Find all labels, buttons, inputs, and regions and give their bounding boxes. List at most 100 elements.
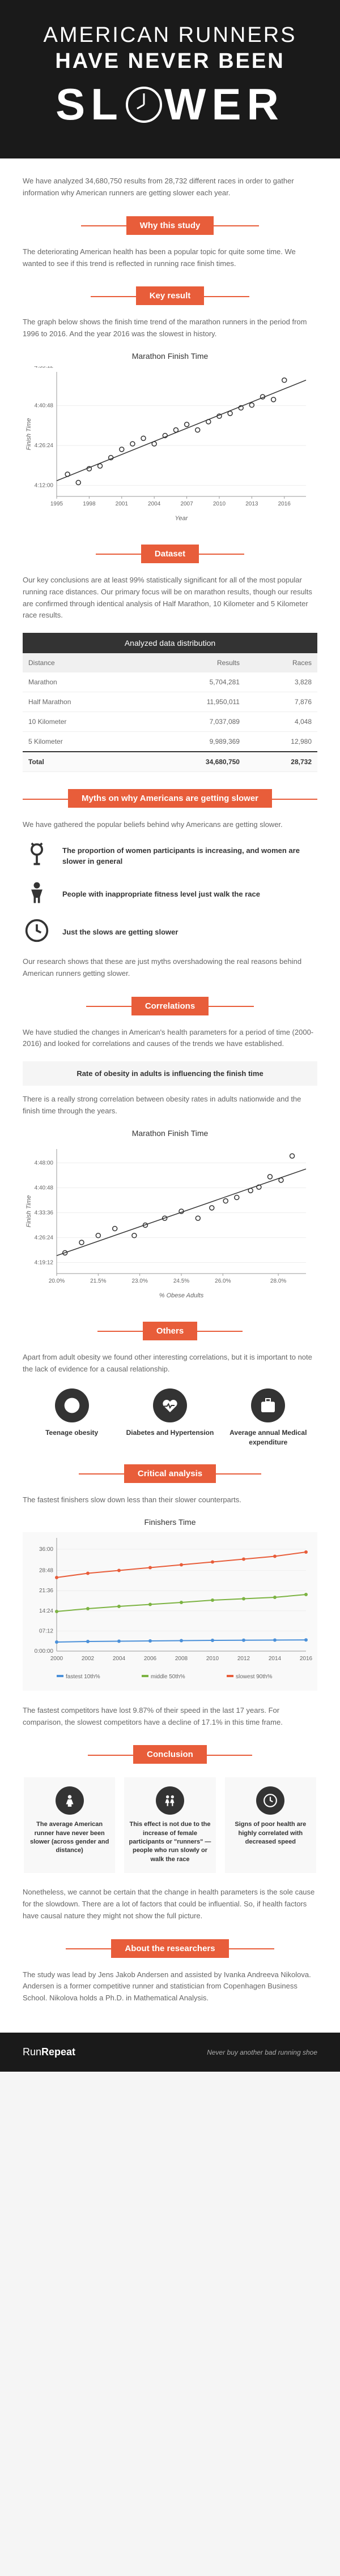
chart-finishers: Finishers Time 0:00:0007:1214:2421:3628:… — [23, 1518, 317, 1694]
chart1-svg: 4:12:004:26:244:40:484:55:12199519982001… — [23, 366, 317, 525]
table-row: Half Marathon11,950,0117,876 — [23, 692, 317, 712]
critical-section-title: Critical analysis — [23, 1464, 317, 1483]
others-item: BMI Teenage obesity — [28, 1388, 116, 1447]
chart3-svg: 0:00:0007:1214:2421:3628:4836:0020002002… — [23, 1532, 317, 1691]
svg-text:BMI: BMI — [66, 1404, 78, 1411]
svg-text:Finish Time: Finish Time — [26, 418, 32, 451]
svg-text:2002: 2002 — [82, 1656, 95, 1662]
table-row: 10 Kilometer7,037,0894,048 — [23, 712, 317, 732]
myth-item: Just the slows are getting slower — [23, 918, 317, 946]
footer: RunRepeat Never buy another bad running … — [0, 2033, 340, 2072]
myth-text: Just the slows are getting slower — [62, 927, 178, 938]
svg-text:20.0%: 20.0% — [49, 1278, 65, 1284]
svg-text:slowest 90th%: slowest 90th% — [236, 1674, 273, 1680]
svg-text:24.5%: 24.5% — [173, 1278, 189, 1284]
chart-marathon-year: Marathon Finish Time 4:12:004:26:244:40:… — [23, 352, 317, 528]
svg-text:% Obese Adults: % Obese Adults — [159, 1292, 204, 1299]
others-label: Teenage obesity — [28, 1428, 116, 1438]
hero-slower-word: SL WER — [11, 79, 329, 130]
svg-text:2008: 2008 — [175, 1656, 188, 1662]
myth-icon — [23, 880, 51, 908]
svg-text:1995: 1995 — [50, 501, 63, 507]
svg-text:14:24: 14:24 — [39, 1608, 53, 1614]
svg-text:4:12:00: 4:12:00 — [35, 482, 54, 488]
hero-header: AMERICAN RUNNERS HAVE NEVER BEEN SL WER — [0, 0, 340, 158]
svg-text:4:19:12: 4:19:12 — [35, 1259, 54, 1266]
table-row: Marathon5,704,2813,828 — [23, 672, 317, 692]
svg-text:2012: 2012 — [237, 1656, 250, 1662]
svg-text:4:33:36: 4:33:36 — [35, 1210, 54, 1216]
myths-section-title: Myths on why Americans are getting slowe… — [23, 789, 317, 808]
why-paragraph: The deteriorating American health has be… — [23, 246, 317, 270]
svg-text:2013: 2013 — [245, 501, 258, 507]
conclusion-item: Signs of poor health are highly correlat… — [225, 1777, 316, 1873]
svg-text:2016: 2016 — [278, 501, 291, 507]
table-row: 5 Kilometer9,989,36912,980 — [23, 732, 317, 752]
correlation-highlight: Rate of obesity in adults is influencing… — [23, 1061, 317, 1086]
svg-text:28.0%: 28.0% — [270, 1278, 286, 1284]
critical-para2: The fastest competitors have lost 9.87% … — [23, 1705, 317, 1729]
heart-icon — [153, 1388, 187, 1422]
myth-text: The proportion of women participants is … — [62, 845, 317, 867]
key-paragraph: The graph below shows the finish time tr… — [23, 316, 317, 340]
correlations-para: We have studied the changes in American'… — [23, 1027, 317, 1051]
conclusion-text: Signs of poor health are highly correlat… — [230, 1820, 312, 1846]
svg-text:2010: 2010 — [213, 501, 226, 507]
svg-text:4:40:48: 4:40:48 — [35, 403, 54, 409]
critical-para: The fastest finishers slow down less tha… — [23, 1494, 317, 1506]
hero-title: AMERICAN RUNNERS HAVE NEVER BEEN — [11, 23, 329, 74]
svg-text:4:40:48: 4:40:48 — [35, 1185, 54, 1191]
svg-text:36:00: 36:00 — [39, 1546, 53, 1553]
svg-text:26.0%: 26.0% — [215, 1278, 231, 1284]
conclusion-item: This effect is not due to the increase o… — [124, 1777, 215, 1873]
key-section-title: Key result — [23, 286, 317, 305]
about-section-title: About the researchers — [23, 1939, 317, 1958]
dataset-section-title: Dataset — [23, 545, 317, 563]
bmi-icon: BMI — [55, 1388, 89, 1422]
conclusion-grid: The average American runner have never b… — [23, 1777, 317, 1873]
svg-text:2010: 2010 — [206, 1656, 219, 1662]
myth-icon — [23, 918, 51, 946]
myth-item: People with inappropriate fitness level … — [23, 880, 317, 908]
table-header-cell: Races — [245, 653, 317, 672]
svg-text:4:26:24: 4:26:24 — [35, 1235, 54, 1241]
table-total-row: Total34,680,75028,732 — [23, 752, 317, 772]
conclusion-para: Nonetheless, we cannot be certain that t… — [23, 1887, 317, 1922]
others-item: Diabetes and Hypertension — [126, 1388, 214, 1447]
footer-tagline: Never buy another bad running shoe — [207, 2048, 317, 2056]
dataset-paragraph: Our key conclusions are at least 99% sta… — [23, 575, 317, 622]
table-header-cell: Results — [144, 653, 245, 672]
conclusion-icon — [56, 1786, 84, 1815]
svg-text:2014: 2014 — [269, 1656, 282, 1662]
svg-text:2006: 2006 — [144, 1656, 157, 1662]
svg-text:21.5%: 21.5% — [90, 1278, 106, 1284]
svg-text:28:48: 28:48 — [39, 1567, 53, 1574]
myths-conclusion: Our research shows that these are just m… — [23, 956, 317, 980]
svg-text:Year: Year — [175, 515, 189, 522]
footer-logo: RunRepeat — [23, 2046, 75, 2058]
others-para: Apart from adult obesity we found other … — [23, 1352, 317, 1375]
infographic-page: AMERICAN RUNNERS HAVE NEVER BEEN SL WER … — [0, 0, 340, 2072]
others-section-title: Others — [23, 1322, 317, 1340]
svg-text:21:36: 21:36 — [39, 1588, 53, 1594]
svg-text:2000: 2000 — [50, 1656, 63, 1662]
correlations-section-title: Correlations — [23, 997, 317, 1015]
clock-icon — [126, 87, 162, 123]
myth-text: People with inappropriate fitness level … — [62, 889, 260, 900]
correlations-para2: There is a really strong correlation bet… — [23, 1094, 317, 1117]
svg-text:2004: 2004 — [113, 1656, 126, 1662]
svg-text:23.0%: 23.0% — [131, 1278, 147, 1284]
others-label: Average annual Medical expenditure — [224, 1428, 312, 1447]
svg-text:07:12: 07:12 — [39, 1628, 53, 1634]
svg-text:2001: 2001 — [116, 501, 129, 507]
conclusion-text: This effect is not due to the increase o… — [129, 1820, 211, 1864]
data-table: Analyzed data distribution DistanceResul… — [23, 633, 317, 772]
conclusion-text: The average American runner have never b… — [28, 1820, 110, 1855]
svg-text:fastest 10th%: fastest 10th% — [66, 1674, 100, 1680]
chart-marathon-obesity: Marathon Finish Time 4:19:124:26:244:33:… — [23, 1129, 317, 1305]
svg-text:1998: 1998 — [83, 501, 96, 507]
myths-list: The proportion of women participants is … — [23, 842, 317, 946]
svg-text:4:48:00: 4:48:00 — [35, 1160, 54, 1166]
intro-paragraph: We have analyzed 34,680,750 results from… — [23, 175, 317, 199]
svg-text:4:26:24: 4:26:24 — [35, 443, 54, 449]
